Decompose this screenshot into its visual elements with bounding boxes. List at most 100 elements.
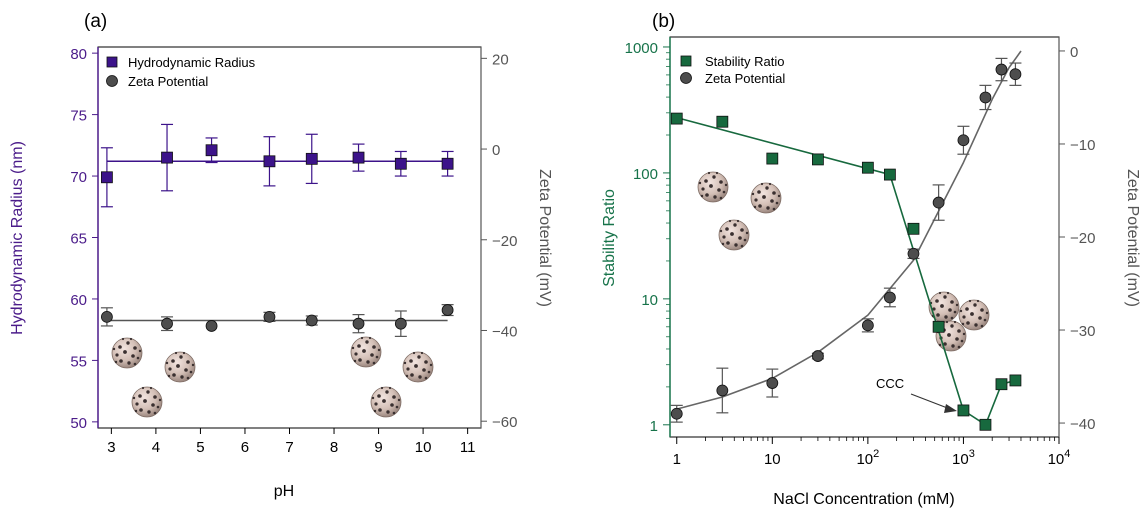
panel-b-x-axis: 1 10 102 103 104 xyxy=(673,437,1071,468)
zeta-potential-point xyxy=(932,196,945,209)
zeta-potential-point xyxy=(883,291,896,304)
stability-ratio-point xyxy=(861,161,874,174)
stability-ratio-point xyxy=(907,222,920,235)
left-tick-label: 70 xyxy=(70,169,87,186)
particle-image xyxy=(370,386,402,418)
right-tick-label: −20 xyxy=(1070,230,1095,247)
panel-a-plot-area: 3 4 5 6 7 8 9 10 11 50 55 60 65 70 75 80 20 0 −20 −40 −60 xyxy=(70,46,517,456)
stability-ratio-point xyxy=(766,152,779,165)
particle-image xyxy=(697,171,729,203)
zeta-potential-point xyxy=(394,317,407,330)
legend-circle-marker xyxy=(680,72,692,84)
x-tick-label: 6 xyxy=(241,439,249,456)
particle-image xyxy=(350,336,382,368)
x-tick-label: 7 xyxy=(285,439,293,456)
stability-ratio-fit-line xyxy=(676,116,1016,427)
zeta-potential-point xyxy=(263,310,276,323)
panel-b-right-axis: 0 −10 −20 −30 −40 xyxy=(1058,37,1095,437)
hydrodynamic-radius-point xyxy=(161,151,173,164)
stability-ratio-point xyxy=(932,320,945,333)
panel-b-left-axis-label: Stability Ratio xyxy=(601,189,618,287)
particle-image xyxy=(111,337,143,369)
x-tick-label: 5 xyxy=(196,439,204,456)
stability-ratio-point xyxy=(883,168,896,181)
x-tick-label: 11 xyxy=(460,439,476,456)
particle-image xyxy=(402,351,434,383)
right-tick-label: −40 xyxy=(1070,416,1095,433)
stability-ratio-point xyxy=(995,378,1008,391)
ccc-label: CCC xyxy=(876,376,904,391)
left-tick-label: 65 xyxy=(70,231,87,248)
stability-ratio-point xyxy=(812,153,824,166)
hydrodynamic-radius-point xyxy=(263,155,276,168)
panel-b-legend: Stability Ratio Zeta Potential xyxy=(680,54,785,86)
legend-label-hydrodynamic-radius: Hydrodynamic Radius xyxy=(128,55,256,70)
particle-image xyxy=(164,351,196,383)
right-tick-label: −60 xyxy=(492,414,517,431)
right-tick-label: 0 xyxy=(492,142,500,159)
legend-square-marker xyxy=(680,55,692,67)
x-tick-label: 3 xyxy=(107,439,115,456)
zeta-potential-point xyxy=(101,310,113,323)
stability-ratio-point xyxy=(670,112,683,125)
legend-square-marker xyxy=(106,56,118,68)
zeta-potential-point xyxy=(979,91,992,104)
left-tick-label: 75 xyxy=(70,108,87,125)
left-tick-label: 55 xyxy=(70,353,87,370)
zeta-potential-point xyxy=(670,407,683,420)
particle-image xyxy=(958,299,990,331)
hydrodynamic-radius-point xyxy=(205,144,218,157)
panel-b-right-axis-label: Zeta Potential (mV) xyxy=(1124,169,1141,307)
zeta-potential-point xyxy=(995,63,1008,76)
zeta-potential-point xyxy=(161,317,173,330)
left-tick-label: 1000 xyxy=(625,40,658,57)
hydrodynamic-radius-point xyxy=(305,152,318,165)
left-tick-label: 10 xyxy=(641,292,658,309)
particle-image xyxy=(750,182,782,214)
panel-a-legend: Hydrodynamic Radius Zeta Potential xyxy=(106,55,256,89)
stability-ratio-point xyxy=(957,404,970,417)
legend-label-stability-ratio: Stability Ratio xyxy=(705,54,784,69)
legend-label-zeta-potential: Zeta Potential xyxy=(705,71,785,86)
panel-a-data-marks xyxy=(100,123,454,337)
right-tick-label: 20 xyxy=(492,51,509,68)
ccc-arrow-head xyxy=(944,404,957,413)
zeta-potential-point xyxy=(716,384,729,397)
zeta-potential-point xyxy=(305,314,318,327)
right-tick-label: −20 xyxy=(492,233,517,250)
panel-b: (b) 1 10 102 103 104 1 10 100 1000 0 −10 −20 −30 −4… xyxy=(601,11,1141,508)
stability-ratio-point xyxy=(716,115,729,128)
hydrodynamic-radius-point xyxy=(101,171,113,184)
ccc-annotation: CCC xyxy=(876,376,957,413)
zeta-potential-point xyxy=(957,134,970,147)
hydrodynamic-radius-point xyxy=(352,151,365,164)
x-tick-label: 10 xyxy=(764,451,781,468)
stability-ratio-point xyxy=(979,418,992,431)
left-tick-label: 100 xyxy=(633,166,658,183)
legend-label-zeta-potential: Zeta Potential xyxy=(128,74,208,89)
panel-a-right-axis: 20 0 −20 −40 −60 xyxy=(480,47,517,431)
right-tick-label: 0 xyxy=(1070,44,1078,61)
panel-b-x-axis-label: NaCl Concentration (mM) xyxy=(773,491,954,508)
panel-a: (a) 3 4 5 6 7 8 9 10 11 50 55 60 65 70 75 80 20 0 −20 −40… xyxy=(9,11,553,500)
panel-a-x-axis-label: pH xyxy=(274,483,294,500)
x-tick-label: 104 xyxy=(1048,448,1071,468)
particle-image xyxy=(928,291,960,323)
left-tick-label: 50 xyxy=(70,415,87,432)
panel-b-plot-area: 1 10 102 103 104 1 10 100 1000 0 −10 −20 −30 −40 CC… xyxy=(625,36,1095,468)
x-tick-label: 103 xyxy=(952,448,975,468)
zeta-potential-point xyxy=(205,320,218,332)
x-tick-label: 8 xyxy=(330,439,338,456)
zeta-potential-point xyxy=(1009,68,1022,81)
particle-image xyxy=(718,219,750,251)
panel-a-particles xyxy=(111,336,434,418)
zeta-potential-point xyxy=(766,377,779,389)
panel-a-left-axis-label: Hydrodynamic Radius (nm) xyxy=(9,141,26,335)
x-tick-label: 1 xyxy=(673,451,681,468)
legend-circle-marker xyxy=(106,75,118,87)
panel-a-right-axis-label: Zeta Potential (mV) xyxy=(536,169,553,307)
zeta-potential-point xyxy=(352,317,365,330)
particle-image xyxy=(131,386,163,418)
panel-a-fit-lines xyxy=(106,160,448,322)
